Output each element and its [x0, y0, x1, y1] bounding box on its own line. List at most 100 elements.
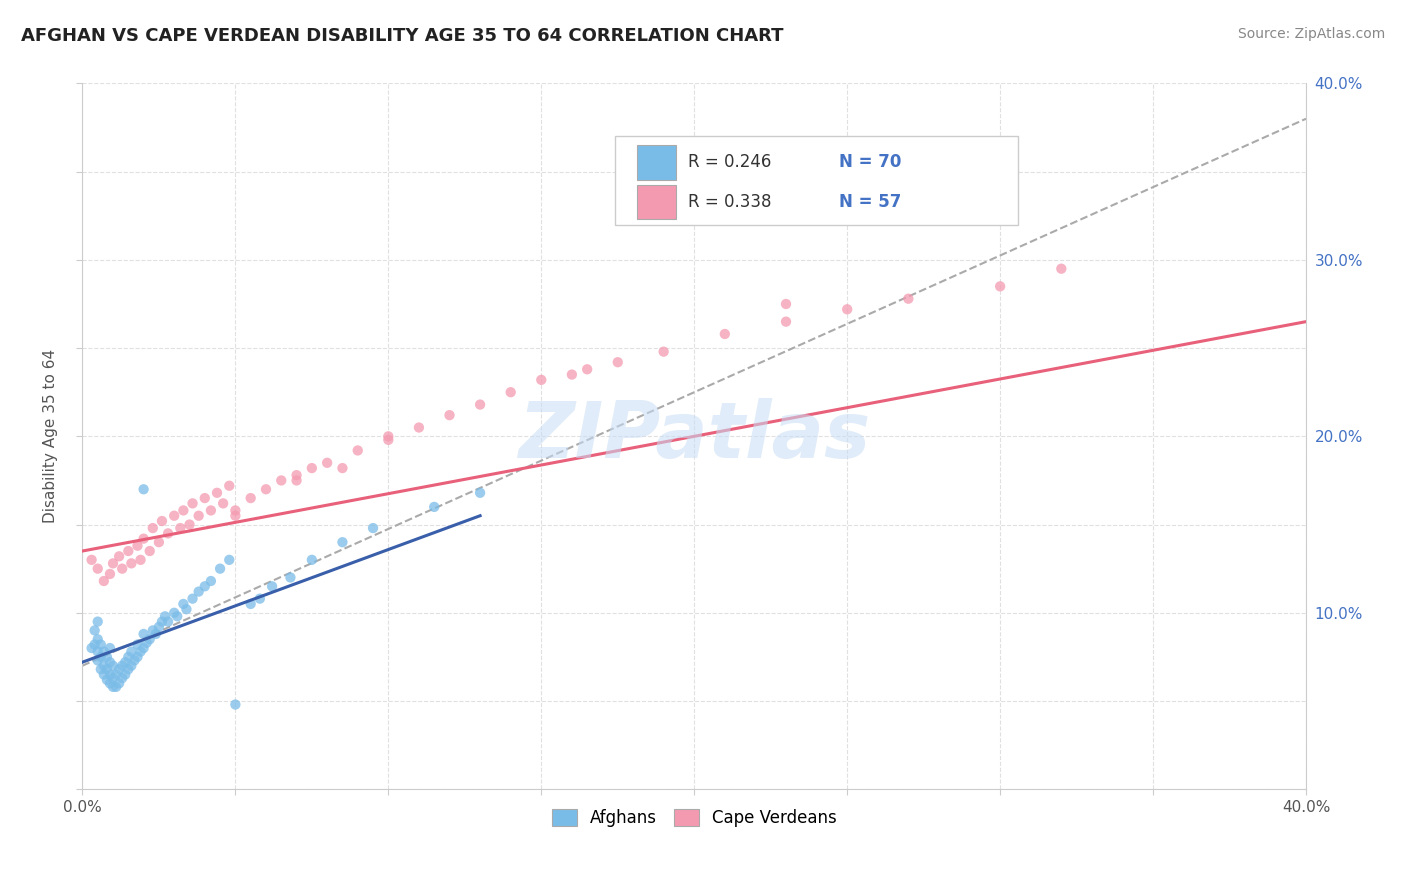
Point [157, 526, 180, 541]
Point [576, 362, 599, 376]
Point [87, 653, 110, 667]
Point [132, 641, 155, 656]
Point [606, 355, 628, 369]
Point [181, 591, 204, 606]
Point [111, 562, 134, 576]
Point [129, 644, 152, 658]
Point [87, 615, 110, 629]
Point [148, 620, 170, 634]
Point [212, 496, 235, 510]
Point [775, 297, 797, 311]
Point [87, 562, 110, 576]
Point [138, 632, 160, 647]
Point [218, 479, 240, 493]
Point [101, 557, 124, 571]
Point [652, 344, 675, 359]
Point [142, 521, 165, 535]
Point [837, 302, 859, 317]
Point [83, 624, 105, 638]
Point [239, 597, 262, 611]
Point [132, 627, 155, 641]
Point [332, 461, 354, 475]
Point [179, 517, 201, 532]
Point [280, 570, 302, 584]
Point [105, 667, 128, 681]
Point [132, 483, 155, 497]
Point [499, 385, 522, 400]
Point [127, 649, 149, 664]
Point [124, 653, 146, 667]
Point [218, 553, 240, 567]
Point [90, 638, 112, 652]
Point [98, 676, 121, 690]
Text: Source: ZipAtlas.com: Source: ZipAtlas.com [1237, 27, 1385, 41]
Point [98, 641, 121, 656]
Point [988, 279, 1011, 293]
Point [98, 667, 121, 681]
Point [301, 553, 323, 567]
Point [93, 658, 115, 673]
Point [93, 667, 115, 681]
Point [423, 500, 446, 514]
Point [96, 662, 118, 676]
Point [200, 503, 222, 517]
Point [377, 429, 399, 443]
Point [83, 638, 105, 652]
Point [150, 615, 173, 629]
Point [169, 521, 191, 535]
Point [120, 658, 142, 673]
Point [98, 566, 121, 581]
Point [127, 539, 149, 553]
Point [138, 544, 160, 558]
FancyBboxPatch shape [637, 145, 676, 180]
Point [408, 420, 430, 434]
Point [254, 483, 277, 497]
FancyBboxPatch shape [614, 136, 1018, 225]
Point [87, 644, 110, 658]
Text: N = 70: N = 70 [838, 153, 901, 171]
Point [262, 579, 284, 593]
Point [157, 615, 180, 629]
Point [150, 514, 173, 528]
Point [166, 609, 188, 624]
Point [249, 591, 271, 606]
Point [93, 574, 115, 588]
Point [132, 532, 155, 546]
Point [194, 579, 217, 593]
Point [98, 655, 121, 669]
Point [897, 292, 920, 306]
Point [80, 553, 103, 567]
Point [108, 676, 131, 690]
Point [153, 609, 176, 624]
Point [714, 326, 737, 341]
Point [224, 503, 246, 517]
Point [205, 485, 228, 500]
Point [200, 574, 222, 588]
Point [108, 662, 131, 676]
Point [561, 368, 583, 382]
Point [120, 557, 142, 571]
Point [90, 649, 112, 664]
Point [163, 606, 186, 620]
Point [187, 508, 209, 523]
Point [285, 474, 308, 488]
Point [101, 680, 124, 694]
Point [111, 671, 134, 685]
Point [105, 680, 128, 694]
Point [530, 373, 553, 387]
Point [775, 315, 797, 329]
Point [439, 408, 461, 422]
Point [142, 624, 165, 638]
Text: ZIPatlas: ZIPatlas [519, 399, 870, 475]
Point [93, 644, 115, 658]
Point [127, 638, 149, 652]
Point [101, 671, 124, 685]
Point [194, 491, 217, 505]
Point [117, 649, 139, 664]
Point [301, 461, 323, 475]
Point [270, 474, 292, 488]
Point [108, 549, 131, 564]
Point [176, 602, 198, 616]
Point [224, 508, 246, 523]
Point [285, 468, 308, 483]
